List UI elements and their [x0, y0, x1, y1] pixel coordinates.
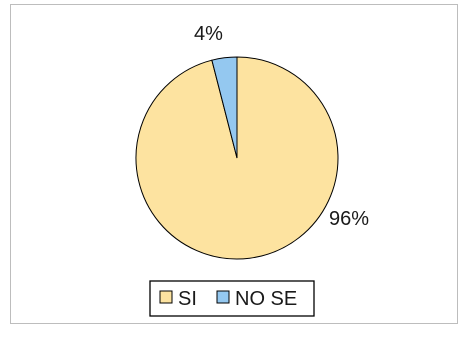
legend-label-si: SI	[178, 288, 197, 310]
legend-label-no-se: NO SE	[235, 288, 297, 310]
legend-swatch-no-se	[216, 290, 230, 304]
legend-box	[149, 280, 315, 317]
data-label-no-se: 4%	[194, 23, 223, 45]
pie-slice-no-se	[211, 56, 238, 159]
data-label-si: 96%	[329, 208, 369, 230]
legend: SI NO SE	[149, 280, 315, 317]
pie-slices	[135, 56, 339, 260]
legend-swatch-si	[159, 290, 173, 304]
